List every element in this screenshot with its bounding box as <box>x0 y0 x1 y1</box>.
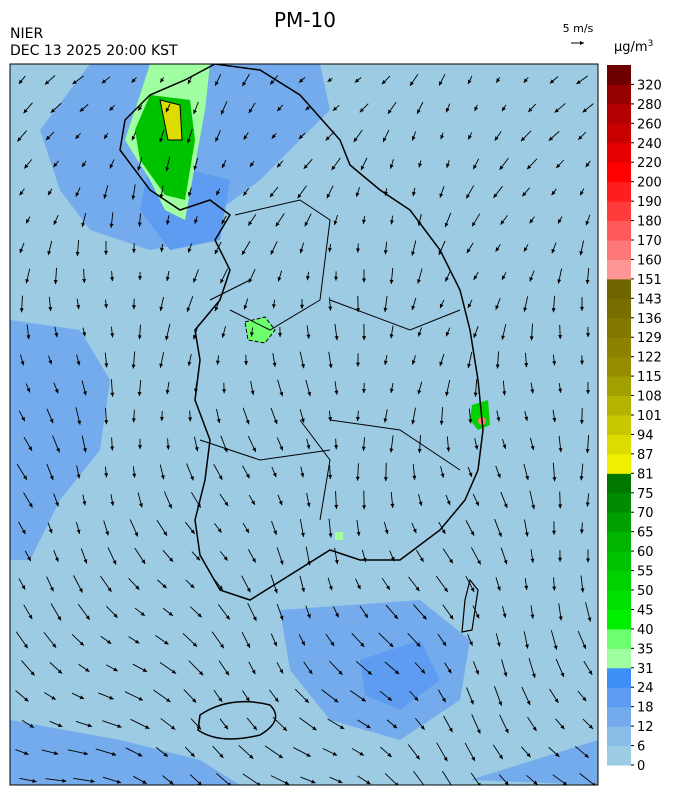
colorbar-segment <box>607 182 631 202</box>
colorbar-label: 18 <box>637 701 654 716</box>
colorbar-segment <box>607 415 631 435</box>
colorbar-segment <box>607 551 631 571</box>
colorbar-label: 200 <box>637 176 662 191</box>
colorbar-label: 240 <box>637 137 662 152</box>
colorbar-label: 136 <box>637 312 662 327</box>
colorbar-label: 6 <box>637 740 645 755</box>
wind-scale-label: 5 m/s <box>563 22 594 35</box>
colorbar-segment <box>607 240 631 260</box>
map <box>10 64 598 789</box>
colorbar-label: 87 <box>637 448 654 463</box>
colorbar-label: 170 <box>637 234 662 249</box>
colorbar-segment <box>607 143 631 163</box>
colorbar-label: 122 <box>637 351 662 366</box>
colorbar-segment <box>607 65 631 85</box>
colorbar-segment <box>607 571 631 591</box>
colorbar-segment <box>607 493 631 513</box>
colorbar-label: 75 <box>637 487 654 502</box>
colorbar-segment <box>607 707 631 727</box>
colorbar-label: 190 <box>637 195 662 210</box>
colorbar-label: 50 <box>637 584 654 599</box>
colorbar-label: 0 <box>637 759 645 774</box>
wind-scale-arrow <box>571 41 584 45</box>
colorbar-label: 320 <box>637 78 662 93</box>
colorbar-label: 60 <box>637 545 654 560</box>
colorbar-label: 55 <box>637 565 654 580</box>
colorbar-label: 180 <box>637 215 662 230</box>
colorbar-segment <box>607 396 631 416</box>
colorbar-segment <box>607 726 631 746</box>
colorbar-label: 280 <box>637 98 662 113</box>
colorbar-label: 220 <box>637 156 662 171</box>
source: NIER <box>10 26 43 42</box>
colorbar-label: 24 <box>637 681 654 696</box>
colorbar-label: 12 <box>637 720 654 735</box>
colorbar: 0 6 12 18 24 31 35 40 45 50 55 60 65 70 75 81 87 94 101 108… <box>607 65 662 774</box>
colorbar-segment <box>607 609 631 629</box>
colorbar-segment <box>607 648 631 668</box>
colorbar-segment <box>607 473 631 493</box>
colorbar-segment <box>607 532 631 552</box>
colorbar-label: 70 <box>637 506 654 521</box>
colorbar-segment <box>607 629 631 649</box>
colorbar-segment <box>607 746 631 766</box>
colorbar-segment <box>607 201 631 221</box>
colorbar-label: 160 <box>637 253 662 268</box>
colorbar-segment <box>607 512 631 532</box>
colorbar-label: 65 <box>637 526 654 541</box>
colorbar-segment <box>607 337 631 357</box>
colorbar-segment <box>607 454 631 474</box>
colorbar-label: 115 <box>637 370 662 385</box>
colorbar-segment <box>607 84 631 104</box>
colorbar-label: 40 <box>637 623 654 638</box>
colorbar-label: 151 <box>637 273 662 288</box>
colorbar-segment <box>607 221 631 241</box>
colorbar-label: 143 <box>637 292 662 307</box>
unit-text: μg/m <box>614 40 648 55</box>
colorbar-label: 94 <box>637 428 654 443</box>
colorbar-label: 81 <box>637 467 654 482</box>
colorbar-segment <box>607 318 631 338</box>
colorbar-segment <box>607 590 631 610</box>
colorbar-label: 108 <box>637 390 662 405</box>
colorbar-segment <box>607 434 631 454</box>
colorbar-segment <box>607 357 631 377</box>
colorbar-segment <box>607 687 631 707</box>
colorbar-label: 129 <box>637 331 662 346</box>
colorbar-segment <box>607 279 631 299</box>
colorbar-label: 45 <box>637 603 654 618</box>
colorbar-segment <box>607 259 631 279</box>
colorbar-label: 101 <box>637 409 662 424</box>
colorbar-segment <box>607 104 631 124</box>
colorbar-label: 31 <box>637 662 654 677</box>
title: PM-10 <box>274 8 336 32</box>
colorbar-segment <box>607 668 631 688</box>
datetime: DEC 13 2025 20:00 KST <box>10 43 178 59</box>
colorbar-label: 260 <box>637 117 662 132</box>
colorbar-segment <box>607 162 631 182</box>
unit: μg/m3 <box>614 39 653 55</box>
colorbar-label: 35 <box>637 642 654 657</box>
colorbar-segment <box>607 298 631 318</box>
colorbar-segment <box>607 376 631 396</box>
colorbar-segment <box>607 123 631 143</box>
unit-sup: 3 <box>648 39 654 49</box>
